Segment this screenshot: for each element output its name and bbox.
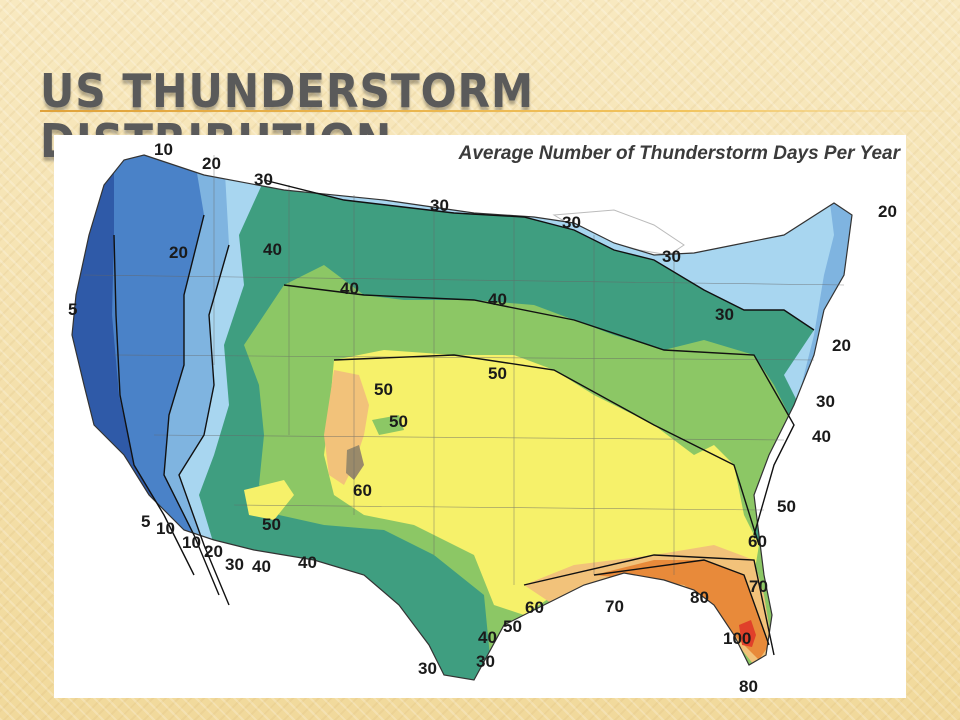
contour-label: 20 — [878, 202, 897, 221]
contour-label: 60 — [525, 598, 544, 617]
contour-label: 70 — [605, 597, 624, 616]
contour-label: 80 — [690, 588, 709, 607]
contour-label: 70 — [749, 577, 768, 596]
contour-label: 5 — [141, 512, 150, 531]
contour-label: 30 — [715, 305, 734, 324]
contour-label: 50 — [374, 380, 393, 399]
contour-label: 5 — [68, 300, 77, 319]
contour-label: 50 — [389, 412, 408, 431]
isolines — [113, 179, 815, 656]
state-line — [153, 434, 785, 441]
map-caption: Average Number of Thunderstorm Days Per … — [458, 143, 900, 164]
contour-label: 30 — [225, 555, 244, 574]
contour-label: 30 — [430, 196, 449, 215]
band-80 — [594, 560, 769, 660]
contour-label: 20 — [169, 243, 188, 262]
state-line — [83, 274, 845, 286]
thunderstorm-map: 10 20 30 30 30 30 20 40 20 40 40 5 30 20… — [54, 135, 906, 698]
contour-label: 40 — [488, 290, 507, 309]
isoline-70 — [523, 554, 775, 656]
isoline-80 — [593, 559, 770, 646]
contour-label: 50 — [488, 364, 507, 383]
isoline-10 — [113, 234, 195, 576]
title-underline — [40, 110, 960, 112]
contour-label: 10 — [182, 533, 201, 552]
contour-label: 40 — [812, 427, 831, 446]
contour-label: 20 — [204, 542, 223, 561]
contour-label: 10 — [154, 140, 173, 159]
contour-labels: 10 20 30 30 30 30 20 40 20 40 40 5 30 20… — [68, 140, 897, 696]
contour-label: 40 — [298, 553, 317, 572]
us-contour-map: 10 20 30 30 30 30 20 40 20 40 40 5 30 20… — [54, 135, 906, 698]
contour-label: 60 — [748, 532, 767, 551]
state-line — [113, 354, 815, 361]
contour-label: 40 — [478, 628, 497, 647]
contour-label: 30 — [816, 392, 835, 411]
band-50-co — [372, 415, 404, 435]
isoline-20 — [163, 214, 220, 596]
contour-label: 100 — [723, 629, 751, 648]
contour-label: 40 — [263, 240, 282, 259]
contour-label: 20 — [202, 154, 221, 173]
isoline-40 — [263, 179, 815, 331]
band-60 — [324, 350, 759, 615]
us-outline — [71, 154, 853, 681]
contour-label: 60 — [353, 481, 372, 500]
band-70-rockies — [324, 370, 369, 485]
contour-label: 40 — [252, 557, 271, 576]
band-100 — [739, 620, 756, 647]
state-boundaries — [83, 155, 845, 585]
contour-label: 30 — [476, 652, 495, 671]
band-80-rockies — [346, 445, 364, 480]
contour-label: 10 — [156, 519, 175, 538]
contour-label: 50 — [262, 515, 281, 534]
state-line — [233, 504, 765, 511]
contour-label: 30 — [418, 659, 437, 678]
contour-label: 30 — [254, 170, 273, 189]
contour-label: 50 — [503, 617, 522, 636]
band-60-wy — [374, 370, 399, 390]
contour-label: 40 — [340, 279, 359, 298]
contour-label: 50 — [777, 497, 796, 516]
contour-label: 80 — [739, 677, 758, 696]
contour-label: 30 — [562, 213, 581, 232]
isoline-50 — [283, 284, 795, 536]
contour-label: 30 — [662, 247, 681, 266]
band-60-sw — [244, 480, 294, 520]
isoline-30 — [178, 244, 230, 606]
isoline-60 — [333, 354, 760, 546]
contour-label: 20 — [832, 336, 851, 355]
